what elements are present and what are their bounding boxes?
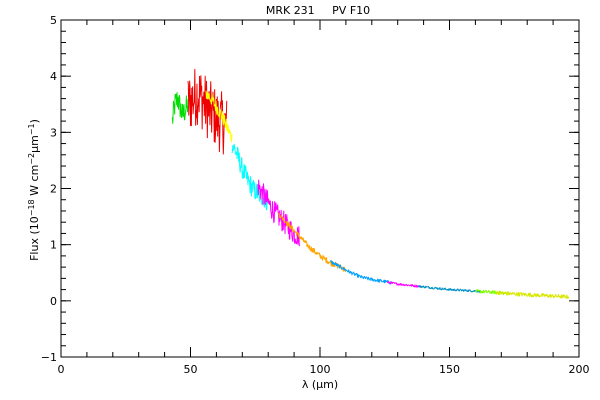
x-tick-label: 50 <box>184 363 198 376</box>
spectrum-segment-4 <box>231 143 269 211</box>
chart-title: MRK 231 PV F10 <box>266 4 370 17</box>
y-tick-label: 3 <box>50 126 57 139</box>
y-tick-label: 5 <box>50 14 57 27</box>
y-tick-label: 1 <box>50 239 57 252</box>
spectrum-segment-7 <box>330 260 393 285</box>
x-tick-label: 0 <box>58 363 65 376</box>
axis-ticks <box>60 19 580 358</box>
spectrum-segment-9 <box>418 285 482 293</box>
x-tick-label: 200 <box>569 363 590 376</box>
y-axis-label: Flux (10−18 W cm−2μm−1) <box>27 119 41 261</box>
y-tick-label: −1 <box>41 351 57 364</box>
x-axis-label: λ (μm) <box>302 378 338 391</box>
spectrum-segment-3 <box>205 90 233 143</box>
spectrum-segment-11 <box>495 290 570 299</box>
spectrum-segment-6 <box>278 212 347 272</box>
y-tick-label: 4 <box>50 70 57 83</box>
y-tick-label: 2 <box>50 183 57 196</box>
x-tick-label: 100 <box>310 363 331 376</box>
x-tick-label: 150 <box>439 363 460 376</box>
plot-frame <box>60 19 580 358</box>
spectrum-segment-8 <box>386 281 419 288</box>
series-group <box>171 68 570 299</box>
spectrum-segment-1 <box>171 91 189 124</box>
y-tick-label: 0 <box>50 295 57 308</box>
